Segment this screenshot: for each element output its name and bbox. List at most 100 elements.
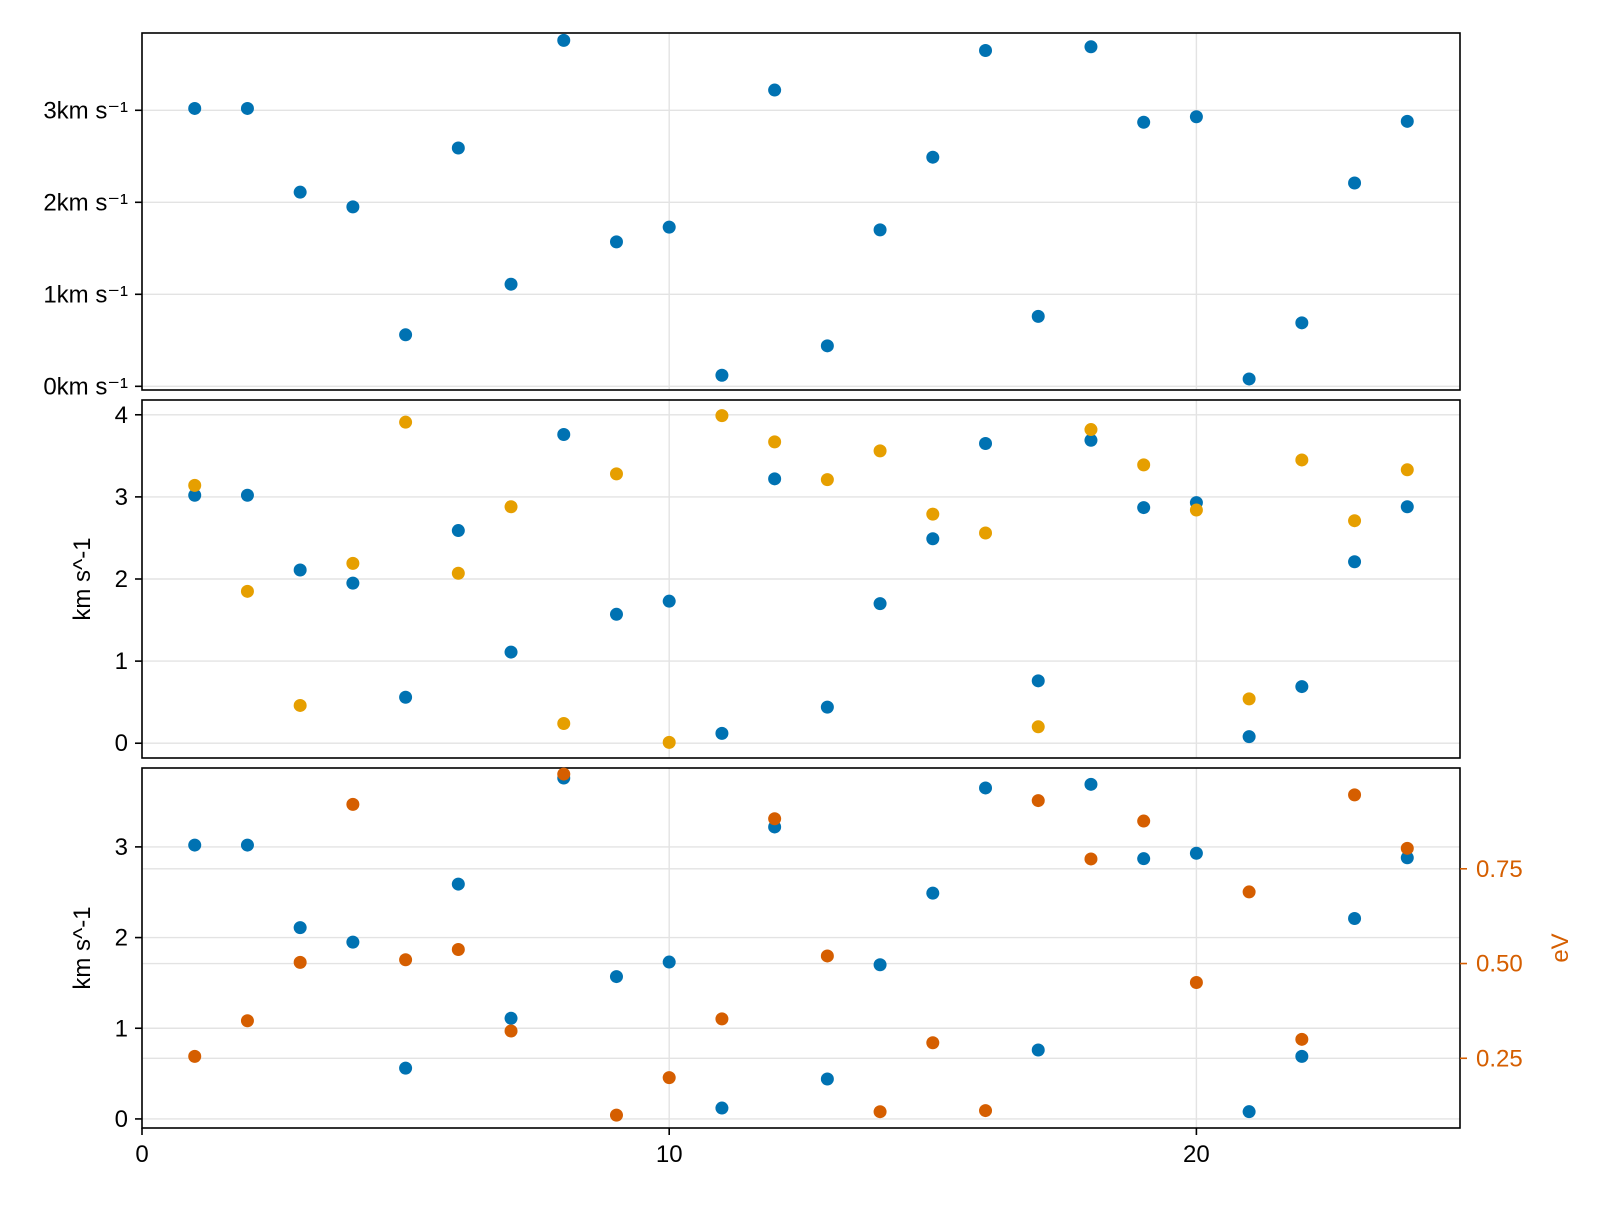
data-point [1189, 503, 1203, 517]
data-point [399, 415, 413, 429]
y-tick-label: 2 [115, 925, 128, 952]
data-point [293, 698, 307, 712]
data-point [1137, 115, 1151, 129]
data-point [820, 700, 834, 714]
data-point [1031, 1043, 1045, 1057]
data-point [1189, 846, 1203, 860]
data-point [1400, 500, 1414, 514]
data-point [1400, 114, 1414, 128]
data-point [662, 955, 676, 969]
panel-frame [141, 32, 1461, 391]
data-point [979, 781, 993, 795]
data-point [1137, 852, 1151, 866]
data-point [609, 467, 623, 481]
x-tick-label: 10 [656, 1141, 683, 1168]
data-point [926, 886, 940, 900]
y-tick-label: 3 [115, 484, 128, 511]
data-point [662, 735, 676, 749]
data-point [346, 200, 360, 214]
y-tick-label: 2 [115, 566, 128, 593]
data-point [293, 185, 307, 199]
data-point [240, 1014, 254, 1028]
data-point [1348, 176, 1362, 190]
data-point [1295, 680, 1309, 694]
data-point [715, 409, 729, 423]
panel-frame [141, 767, 1461, 1129]
data-point [926, 532, 940, 546]
data-point [240, 838, 254, 852]
data-point [768, 83, 782, 97]
y-axis-title: km s^-1 [69, 906, 96, 989]
data-point [1348, 514, 1362, 528]
data-point [768, 472, 782, 486]
y-tick-label: 2km s⁻¹ [43, 189, 128, 216]
data-point [820, 473, 834, 487]
data-point [1031, 674, 1045, 688]
data-point [1348, 788, 1362, 802]
data-point [1400, 841, 1414, 855]
data-point [1031, 794, 1045, 808]
data-point [768, 435, 782, 449]
data-point [240, 584, 254, 598]
data-point [609, 607, 623, 621]
y2-tick-label: 0.75 [1476, 856, 1523, 883]
data-point [1137, 814, 1151, 828]
data-point [1084, 40, 1098, 54]
data-point [873, 958, 887, 972]
data-point [1084, 423, 1098, 437]
data-point [1242, 372, 1256, 386]
y-tick-label: 0km s⁻¹ [43, 373, 128, 400]
data-point [293, 563, 307, 577]
data-point [662, 594, 676, 608]
data-point [820, 949, 834, 963]
y-tick-label: 3km s⁻¹ [43, 97, 128, 124]
data-point [399, 690, 413, 704]
data-point [715, 1101, 729, 1115]
data-point [873, 223, 887, 237]
data-point [1137, 501, 1151, 515]
data-point [715, 726, 729, 740]
data-point [979, 43, 993, 57]
data-point [188, 488, 202, 502]
data-point [820, 1072, 834, 1086]
data-point [1295, 1032, 1309, 1046]
data-point [873, 1105, 887, 1119]
data-point [926, 507, 940, 521]
data-point [1242, 885, 1256, 899]
y-tick-label: 1km s⁻¹ [43, 281, 128, 308]
data-point [557, 767, 571, 781]
data-point [188, 838, 202, 852]
data-point [1400, 463, 1414, 477]
data-point [399, 328, 413, 342]
data-point [1242, 692, 1256, 706]
data-point [1084, 852, 1098, 866]
data-point [979, 437, 993, 451]
data-point [609, 970, 623, 984]
data-point [926, 150, 940, 164]
data-point [451, 877, 465, 891]
data-point [399, 1061, 413, 1075]
y2-axis-title: eV [1547, 933, 1574, 962]
data-point [1189, 110, 1203, 124]
data-point [1400, 851, 1414, 865]
data-point [557, 717, 571, 731]
data-point [293, 955, 307, 969]
data-point [1084, 777, 1098, 791]
data-point [1295, 453, 1309, 467]
data-point [1348, 912, 1362, 926]
x-tick-label: 20 [1183, 1141, 1210, 1168]
data-point [346, 556, 360, 570]
data-point [504, 1011, 518, 1025]
data-point [926, 1036, 940, 1050]
data-point [1031, 720, 1045, 734]
data-point [188, 1049, 202, 1063]
y-tick-label: 4 [115, 402, 128, 429]
data-point [188, 101, 202, 115]
y-axis-title: km s^-1 [69, 537, 96, 620]
data-point [504, 500, 518, 514]
data-point [1348, 555, 1362, 569]
data-point [662, 220, 676, 234]
data-point [768, 812, 782, 826]
